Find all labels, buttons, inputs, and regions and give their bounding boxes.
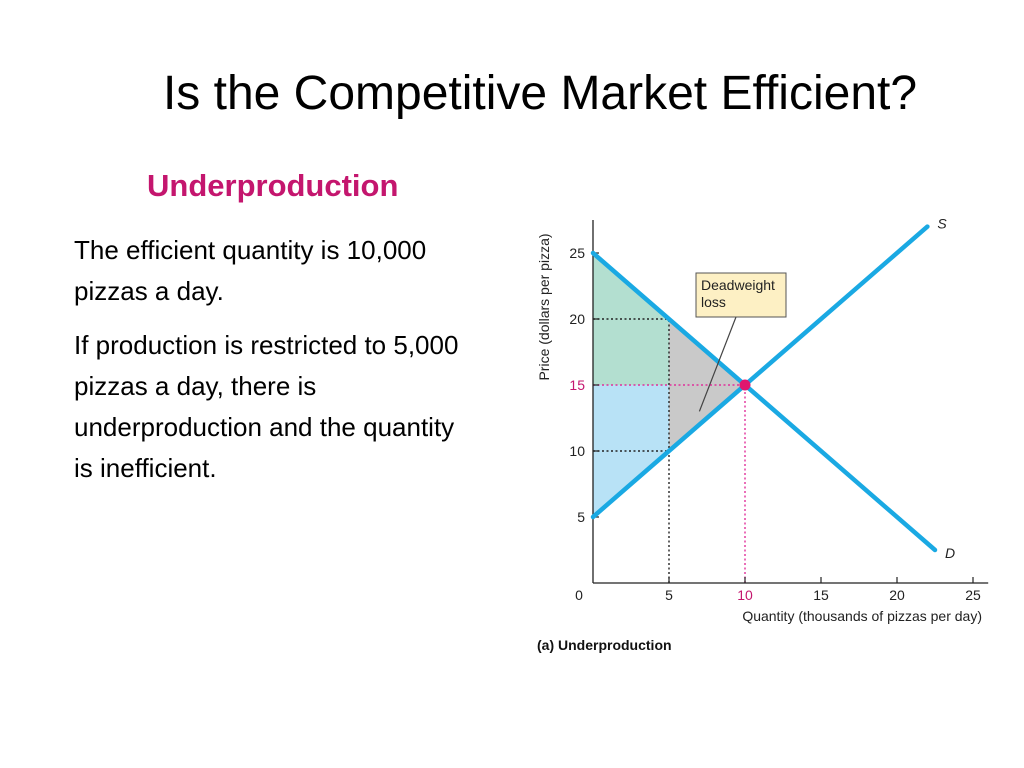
body-text: The efficient quantity is 10,000 pizzas … [74, 230, 474, 502]
producer-surplus-region [593, 385, 669, 451]
y-tick-label: 25 [569, 245, 585, 261]
curve-s [590, 224, 930, 520]
x-tick-label: 25 [965, 587, 981, 603]
y-axis-label: Price (dollars per pizza) [536, 233, 552, 380]
y-tick-label: 5 [577, 509, 585, 525]
callout-box [695, 272, 787, 318]
curve-d [590, 250, 938, 553]
chart-caption: (a) Underproduction [537, 637, 672, 653]
x-axis-label: Quantity (thousands of pizzas per day) [742, 608, 982, 624]
curve-label-s: S [937, 216, 947, 232]
axis-ticks: 0 5 10 15 20 25 5 10 15 20 25 [569, 245, 981, 603]
x-tick-label: 10 [737, 587, 753, 603]
callout-text: loss [701, 294, 726, 310]
x-tick-label: 5 [665, 587, 673, 603]
equilibrium-point [739, 379, 751, 391]
x-tick-label: 20 [889, 587, 905, 603]
x-tick-label: 15 [813, 587, 829, 603]
curve-label-d: D [945, 545, 955, 561]
paragraph-underproduction: If production is restricted to 5,000 piz… [74, 330, 459, 483]
x-tick-label: 0 [575, 587, 583, 603]
callout-pointer [698, 316, 737, 412]
slide-title: Is the Competitive Market Efficient? [162, 67, 918, 120]
curves: SD [590, 216, 955, 561]
subtitle: Underproduction [147, 168, 399, 203]
paragraph-efficient-quantity: The efficient quantity is 10,000 pizzas … [74, 235, 427, 306]
y-tick-label: 15 [569, 377, 585, 393]
callout-text: Deadweight [701, 277, 775, 293]
y-tick-label: 10 [569, 443, 585, 459]
consumer-surplus-region [593, 319, 669, 385]
y-tick-label: 20 [569, 311, 585, 327]
